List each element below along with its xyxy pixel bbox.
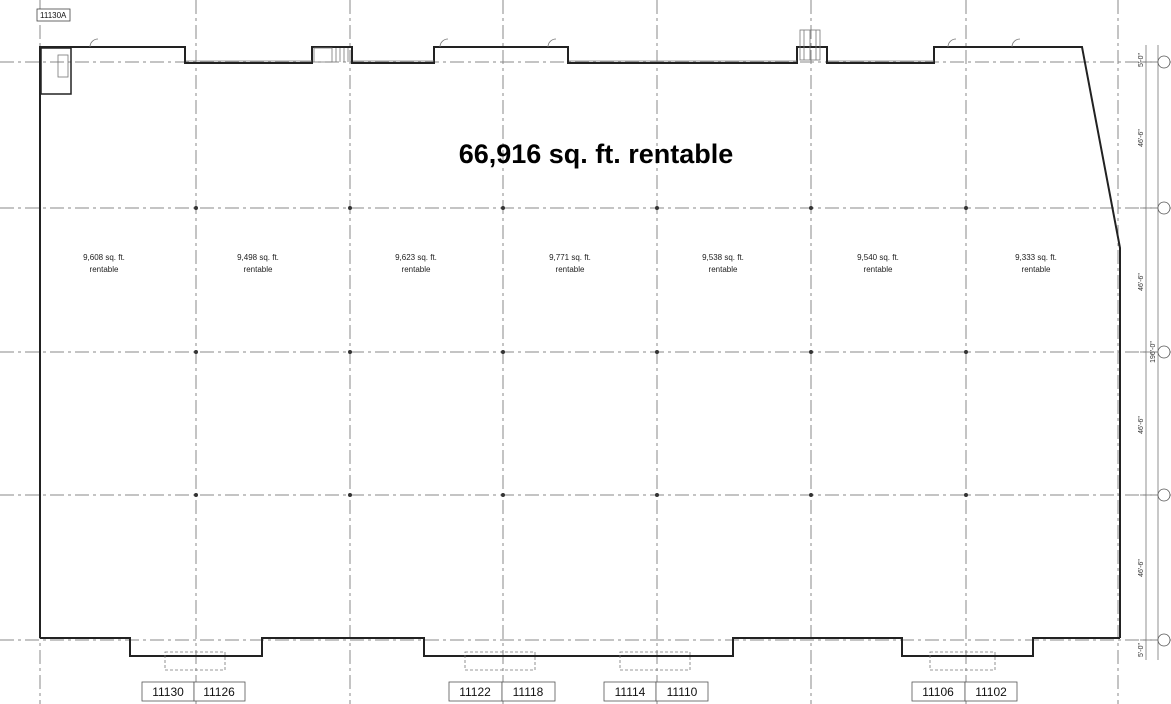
dim-5ft-bottom: 5'-0"	[1138, 643, 1145, 657]
dim-bay-3: 46'-6"	[1138, 416, 1145, 434]
unit-3-label: rentable	[402, 265, 431, 274]
unit-7-area: 9,333 sq. ft.	[1015, 253, 1057, 262]
corner-tag: 11130A	[40, 11, 67, 20]
dim-bay-4: 46'-6"	[1138, 559, 1145, 577]
unit-1-area: 9,608 sq. ft.	[83, 253, 125, 262]
unit-7-label: rentable	[1022, 265, 1051, 274]
dim-bay-1: 46'-6"	[1138, 129, 1145, 147]
unit-6-label: rentable	[864, 265, 893, 274]
address-11114: 11114	[615, 685, 646, 699]
unit-4-label: rentable	[556, 265, 585, 274]
address-11122: 11122	[459, 685, 491, 699]
unit-2-area: 9,498 sq. ft.	[237, 253, 279, 262]
grid-bubbles	[1157, 55, 1171, 647]
total-rentable-label: 66,916 sq. ft. rentable	[459, 139, 734, 169]
address-11118: 11118	[513, 685, 544, 699]
address-11102: 11102	[975, 685, 1007, 699]
address-11126: 11126	[203, 685, 235, 699]
unit-1-label: rentable	[90, 265, 119, 274]
address-11110: 11110	[667, 685, 698, 699]
unit-5-label: rentable	[709, 265, 738, 274]
dimension-string: 5'-0" 46'-6" 46'-6" 46'-6" 46'-6" 5'-0" …	[1138, 45, 1159, 660]
corner-tag-box	[36, 8, 71, 22]
unit-6-area: 9,540 sq. ft.	[857, 253, 899, 262]
dim-5ft-top: 5'-0"	[1138, 53, 1145, 67]
address-labels: 11130 11126 11122 11118 11114 11110 1110…	[141, 681, 1018, 702]
unit-labels: 9,608 sq. ft. rentable 9,498 sq. ft. ren…	[83, 253, 1057, 274]
unit-3-area: 9,623 sq. ft.	[395, 253, 437, 262]
building-outline	[39, 29, 1121, 671]
column-markers	[194, 206, 968, 497]
address-11130: 11130	[152, 685, 184, 699]
address-11106: 11106	[922, 685, 954, 699]
dim-bay-2: 46'-6"	[1138, 273, 1145, 291]
unit-4-area: 9,771 sq. ft.	[549, 253, 591, 262]
unit-5-area: 9,538 sq. ft.	[702, 253, 744, 262]
dim-overall: 196'-0"	[1150, 341, 1157, 363]
unit-2-label: rentable	[244, 265, 273, 274]
